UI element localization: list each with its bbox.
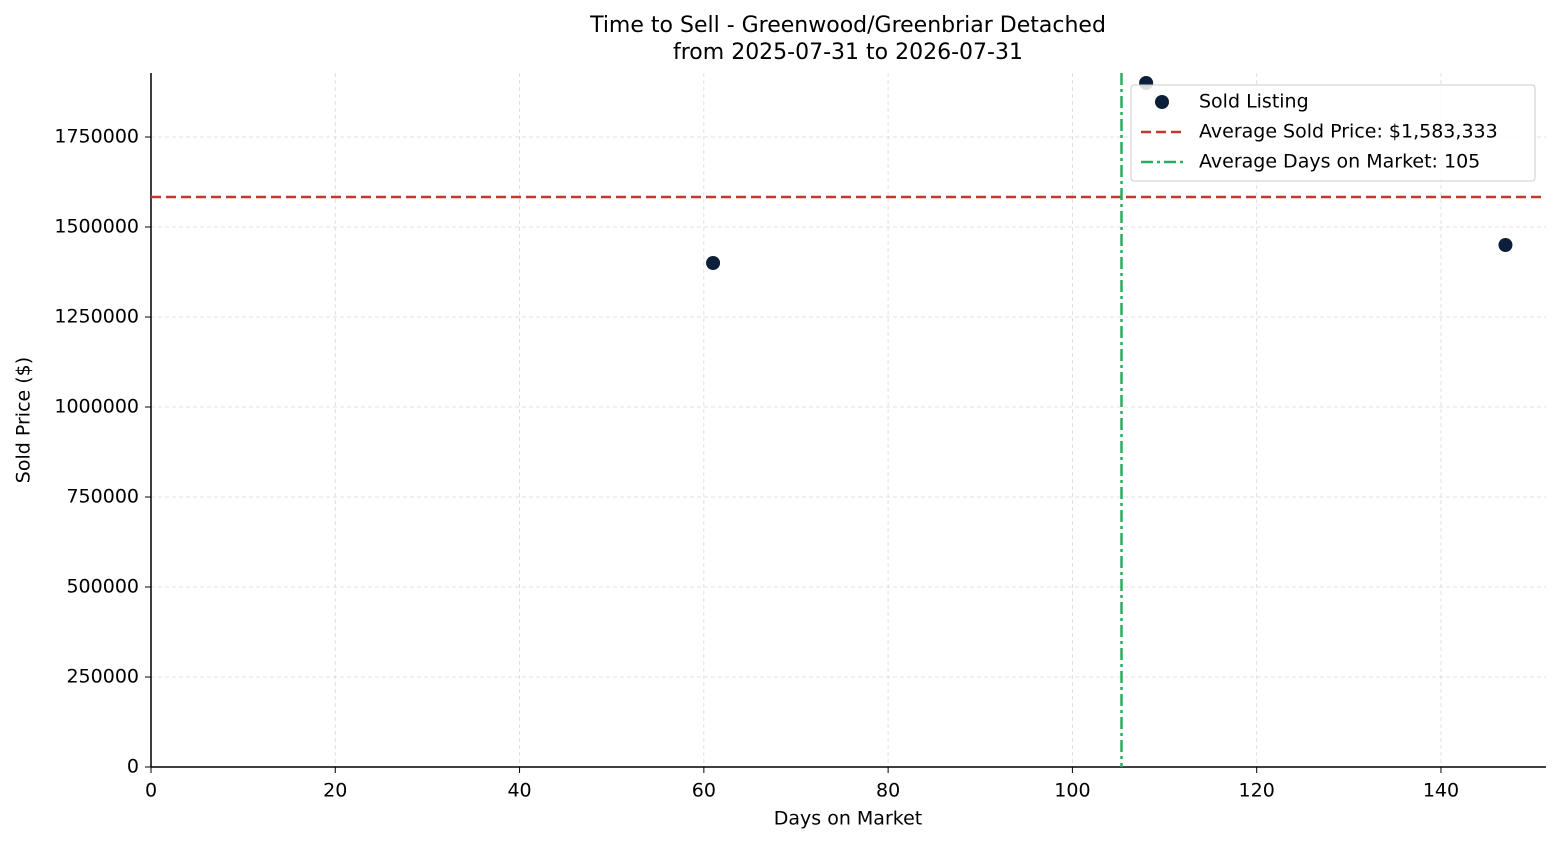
y-tick-label: 1750000 — [54, 126, 139, 148]
x-tick-label: 120 — [1239, 780, 1275, 802]
chart-subtitle: from 2025-07-31 to 2026-07-31 — [673, 40, 1023, 65]
legend-box — [1130, 84, 1536, 182]
y-tick-label: 1250000 — [54, 306, 139, 328]
point — [706, 256, 721, 271]
legend-marker — [1155, 95, 1169, 109]
x-tick-label: 40 — [507, 780, 531, 802]
legend-label: Average Days on Market: 105 — [1199, 151, 1480, 173]
y-tick-label: 1000000 — [54, 396, 139, 418]
y-tick-label: 1500000 — [54, 216, 139, 238]
x-tick-label: 80 — [876, 780, 900, 802]
x-tick-label: 0 — [145, 780, 157, 802]
y-tick-label: 0 — [127, 756, 139, 778]
legend-label: Average Sold Price: $1,583,333 — [1199, 121, 1498, 143]
x-tick-label: 20 — [323, 780, 347, 802]
y-tick-label: 500000 — [66, 576, 139, 598]
y-axis-label: Sold Price ($) — [13, 357, 35, 483]
x-axis-label: Days on Market — [774, 808, 922, 830]
legend-label: Sold Listing — [1199, 91, 1309, 113]
y-tick-label: 250000 — [66, 666, 139, 688]
point — [1498, 238, 1513, 253]
y-tick-label: 750000 — [66, 486, 139, 508]
x-tick-label: 100 — [1054, 780, 1090, 802]
x-tick-label: 60 — [692, 780, 716, 802]
x-tick-label: 140 — [1423, 780, 1459, 802]
chart-title: Time to Sell - Greenwood/Greenbriar Deta… — [589, 13, 1106, 38]
